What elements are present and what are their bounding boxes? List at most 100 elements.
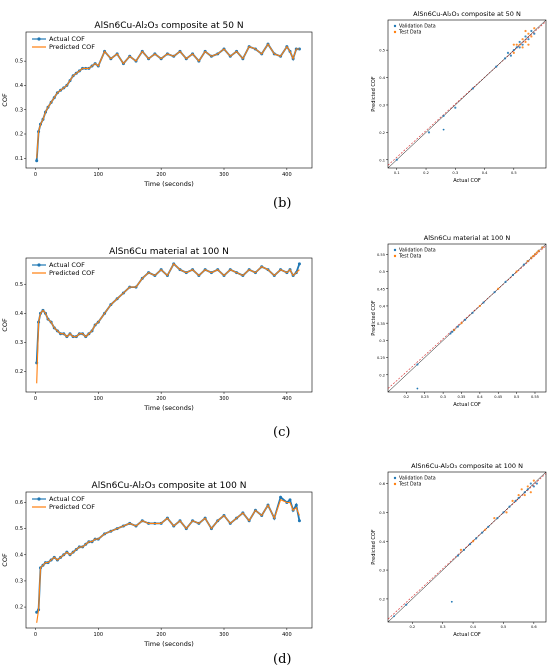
legend-marker [393,482,397,486]
scatter-point [512,51,515,54]
scatter-point [530,29,533,33]
data-point [297,47,301,51]
scatter-point [515,43,518,46]
scatter-point [482,301,485,304]
legend-label: Validation Data [399,24,436,30]
legend-marker [393,30,397,34]
scatter-point [450,600,453,603]
scatter-point [523,491,526,494]
scatter-point [524,35,527,38]
scatter-point [471,540,475,543]
x-tick-label: 200 [156,632,166,638]
chart-title: AlSn6Cu material at 100 N [109,247,229,257]
scatter-point [454,106,457,109]
x-tick-label: 0.2 [409,625,415,629]
chart-title: AlSn6Cu-Al₂O₃ composite at 100 N [411,462,523,470]
x-axis-label: Actual COF [453,178,481,184]
scatter-point [453,328,456,332]
scatter-point [478,304,481,308]
scatter-point [442,128,445,131]
legend-marker [393,476,397,480]
x-tick-label: 0.35 [457,395,465,399]
scatter-point [511,273,515,277]
scatter-point [533,27,536,30]
data-point [279,495,283,499]
scatter-point [405,603,408,606]
chart-cof-100n-composite-timeseries: AlSn6Cu-Al₂O₃ composite at 100 N 0 100 200 3… [1,481,313,648]
scatter-point [512,43,515,46]
legend-label: Actual COF [49,35,85,43]
scatter-point [442,114,445,118]
scatter-point [471,311,474,314]
chart-cof-50n-composite-timeseries: AlSn6Cu-Al₂O₃ composite at 50 N 0 100 200 30… [1,21,313,188]
x-tick-label: 100 [94,172,104,178]
scatter-point [532,479,535,482]
legend-label: Actual COF [49,495,85,503]
x-axis-label: Time (seconds) [143,640,194,648]
scatter-point [456,554,459,557]
y-tick-label: 0.3 [15,340,23,346]
data-point [35,159,39,163]
y-tick-label: 0.2 [379,131,385,135]
scatter-point [530,35,533,38]
x-tick-label: 200 [156,172,166,178]
x-tick-label: 100 [94,396,104,402]
scatter-point [524,40,527,44]
ideal-line [387,245,547,389]
scatter-point [522,263,526,266]
y-tick-label: 0.45 [377,287,385,291]
scatter-point [527,32,530,35]
scatter-point [514,499,517,502]
scatter-point [481,531,484,534]
scatter-point [509,54,512,57]
x-tick-label: 100 [94,632,104,638]
panel-label-b: (b) [273,196,292,211]
legend-label: Actual COF [49,261,85,269]
legend-label: Predicted COF [49,269,95,277]
y-tick-label: 0.55 [377,253,385,257]
legend-label: Validation Data [399,248,436,254]
scatter-point [505,511,508,514]
data-point [297,519,301,523]
chart-title: AlSn6Cu-Al₂O₃ composite at 50 N [413,10,521,18]
y-tick-label: 0.3 [379,339,385,343]
x-tick-label: 0.4 [470,625,476,629]
x-tick-label: 300 [219,632,229,638]
scatter-point [521,38,524,41]
x-tick-label: 0.2 [404,395,410,399]
scatter-point [468,543,472,546]
scatter-point [451,330,454,333]
x-tick-label: 0.55 [531,395,539,399]
y-axis-label: Predicted COF [371,300,377,335]
x-tick-label: 0.4 [477,395,483,399]
y-tick-label: 0.4 [15,83,23,89]
x-tick-label: 0.5 [501,625,507,629]
scatter-point [518,46,521,49]
legend-marker [37,37,41,41]
y-tick-label: 0.1 [379,158,385,162]
legend-marker [393,254,397,258]
x-tick-label: 400 [282,396,292,402]
scatter-point [511,499,514,502]
scatter-point [533,32,536,35]
scatter-point [529,491,532,494]
series-line-predicted-cof [36,262,300,384]
panel-label-d: (d) [273,652,292,667]
y-tick-label: 0.4 [379,76,385,80]
scatter-point [521,43,524,46]
x-axis-label: Actual COF [453,402,481,408]
scatter-point [493,517,496,520]
chart-cof-50n-composite-scatter: AlSn6Cu-Al₂O₃ composite at 50 N 0.1 0.2 0.3… [371,10,547,184]
x-tick-label: 0.4 [482,171,488,175]
x-tick-label: 0.5 [511,171,517,175]
y-tick-label: 0.2 [379,598,385,602]
scatter-point [508,505,511,508]
y-tick-label: 0.3 [15,107,23,113]
ideal-line [387,21,547,166]
y-tick-label: 0.5 [379,270,385,274]
chart-cof-100n-material-timeseries: AlSn6Cu material at 100 N 0 100 200 300 400 0.… [1,247,313,412]
y-tick-label: 0.5 [15,282,23,288]
legend-label: Test Data [398,254,421,260]
x-tick-label: 300 [219,172,229,178]
x-tick-label: 0.2 [423,171,429,175]
